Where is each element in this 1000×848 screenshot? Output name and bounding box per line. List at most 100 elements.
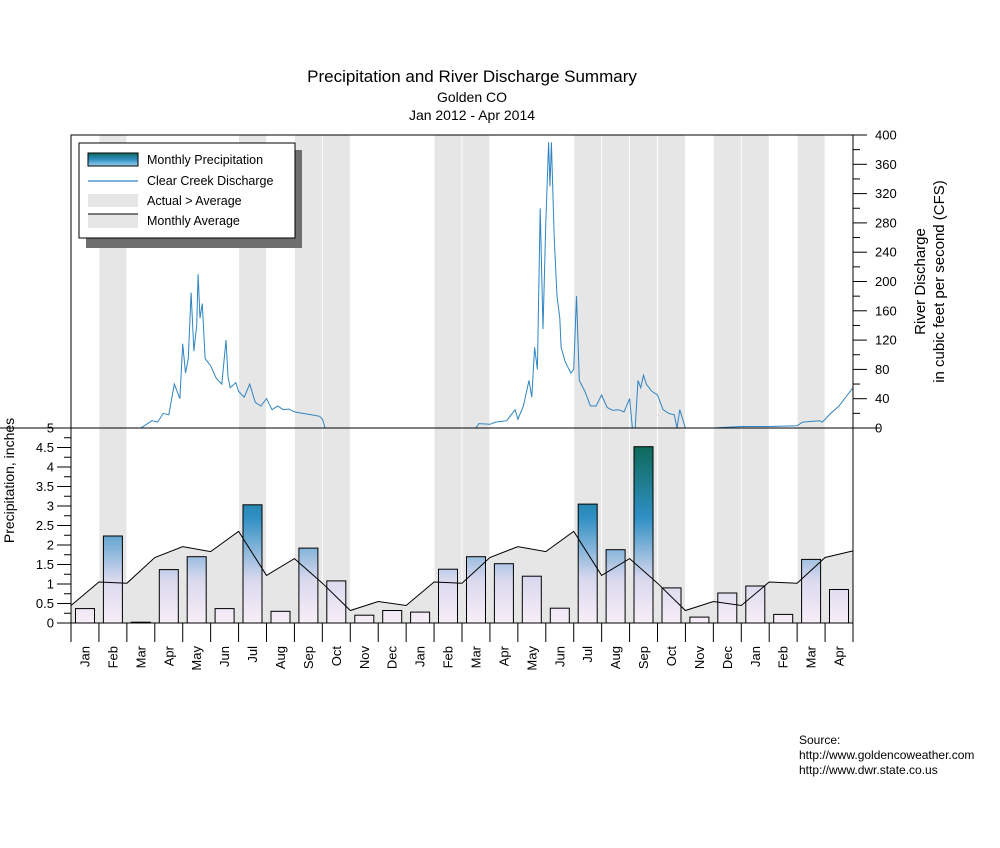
bar-oct-9: [326, 580, 347, 624]
legend-label-discharge: Clear Creek Discharge: [147, 174, 273, 188]
legend-label-shade: Actual > Average: [147, 194, 242, 208]
month-label-jul-18: Jul: [580, 646, 595, 663]
month-label-dec-11: Dec: [385, 646, 400, 670]
shade-jan-24: [741, 135, 769, 623]
discharge-tick-label: 240: [875, 245, 897, 260]
chart-title: Precipitation and River Discharge Summar…: [307, 67, 637, 86]
bar-may-4: [186, 556, 207, 624]
discharge-line: [71, 142, 854, 429]
bar-feb-25: [773, 613, 794, 624]
bar-nov-22: [689, 616, 710, 624]
month-label-jul-6: Jul: [245, 646, 260, 663]
bar-apr-15: [493, 563, 514, 624]
month-label-may-16: May: [524, 646, 539, 671]
month-label-jan-0: Jan: [78, 646, 93, 667]
discharge-tick-label: 40: [875, 391, 889, 406]
month-label-jun-5: Jun: [217, 646, 232, 667]
discharge-tick-label: 280: [875, 215, 897, 230]
month-label-apr-3: Apr: [161, 645, 176, 666]
shade-dec-23: [713, 135, 741, 623]
bar-apr-3: [158, 569, 179, 624]
discharge-tick-label: 120: [875, 333, 897, 348]
month-label-dec-23: Dec: [720, 646, 735, 670]
monthly-average-area: [71, 531, 853, 623]
month-label-apr-15: Apr: [496, 645, 511, 666]
bar-sep-8: [298, 547, 319, 624]
discharge-tick-label: 80: [875, 362, 889, 377]
month-label-sep-20: Sep: [636, 646, 651, 669]
legend: Monthly Precipitation Clear Creek Discha…: [78, 142, 302, 248]
bar-nov-10: [354, 614, 375, 624]
precip-tick-label: 1: [47, 577, 54, 592]
bar-jun-5: [214, 608, 235, 624]
discharge-tick-label: 160: [875, 303, 897, 318]
bar-dec-11: [382, 610, 403, 624]
month-label-jun-17: Jun: [552, 646, 567, 667]
discharge-tick-label: 0: [875, 421, 882, 436]
bar-jan-12: [410, 611, 431, 624]
month-label-oct-9: Oct: [329, 646, 344, 667]
bar-apr-27: [829, 589, 849, 624]
shade-feb-13: [434, 135, 462, 623]
legend-label-average: Monthly Average: [147, 214, 240, 228]
discharge-polyline: [71, 142, 854, 429]
month-label-mar-26: Mar: [804, 645, 819, 668]
month-label-apr-27: Apr: [832, 645, 847, 666]
precip-tick-label: 5: [47, 421, 54, 436]
shade-mar-26: [797, 135, 825, 623]
source-url-1: http://www.goldencoweather.com: [799, 748, 975, 762]
chart-subtitle: Golden CO: [436, 89, 508, 105]
discharge-tick-label: 200: [875, 274, 897, 289]
precip-tick-label: 4: [47, 460, 54, 475]
shade-oct-9: [322, 135, 350, 623]
precip-tick-label: 0.5: [36, 596, 54, 611]
legend-swatch-average-bg: [88, 214, 138, 228]
month-label-nov-22: Nov: [692, 646, 707, 670]
precip-tick-label: 1.5: [36, 557, 54, 572]
average-line: [70, 530, 854, 612]
bar-dec-23: [717, 592, 738, 624]
discharge-tick-label: 400: [875, 128, 897, 143]
source-note: Source: http://www.goldencoweather.com h…: [799, 733, 974, 778]
precip-tick-label: 2: [47, 538, 54, 553]
bar-jan-0: [75, 608, 95, 624]
shade-oct-21: [657, 135, 685, 623]
month-label-may-4: May: [189, 646, 204, 671]
discharge-axis-label-2: in cubic feet per second (CFS): [931, 180, 948, 383]
chart-date-range: Jan 2012 - Apr 2014: [408, 107, 536, 123]
bar-jan-24: [745, 585, 766, 624]
precip-tick-label: 2.5: [36, 518, 54, 533]
month-label-oct-21: Oct: [664, 646, 679, 667]
precip-tick-label: 4.5: [36, 440, 54, 455]
bar-mar-14: [466, 556, 486, 624]
discharge-tick-label: 320: [875, 186, 897, 201]
precip-bars: [75, 446, 849, 624]
month-label-feb-1: Feb: [105, 646, 120, 668]
month-label-sep-8: Sep: [301, 646, 316, 669]
month-label-feb-13: Feb: [441, 646, 456, 668]
source-label: Source:: [799, 733, 841, 747]
axes: 0 0.5 1 1.5 2 2.5 3 3.5 4 4.5 5 Precipitation, inch…: [1, 128, 948, 671]
precip-tick-label: 0: [47, 616, 54, 631]
discharge-tick-label: 360: [875, 157, 897, 172]
month-label-jan-24: Jan: [748, 646, 763, 667]
monthly-average-line: [70, 530, 854, 612]
precip-axis-label: Precipitation, inches: [1, 418, 17, 543]
shade-mar-14: [462, 135, 490, 623]
bar-feb-13: [438, 568, 458, 624]
month-label-jan-12: Jan: [413, 646, 428, 667]
precip-tick-label: 3.5: [36, 479, 54, 494]
legend-swatch-shade: [88, 194, 138, 207]
month-label-mar-14: Mar: [469, 645, 484, 668]
bar-jun-17: [549, 607, 570, 624]
bar-aug-7: [270, 610, 291, 624]
bar-may-16: [521, 575, 542, 624]
month-label-aug-7: Aug: [273, 646, 288, 669]
legend-swatch-precip: [87, 152, 139, 167]
bar-feb-1: [102, 535, 123, 624]
bar-sep-20: [633, 446, 654, 624]
discharge-axis-label-1: River Discharge: [912, 228, 929, 335]
month-label-mar-2: Mar: [133, 645, 148, 668]
average-area-fill: [71, 531, 853, 623]
